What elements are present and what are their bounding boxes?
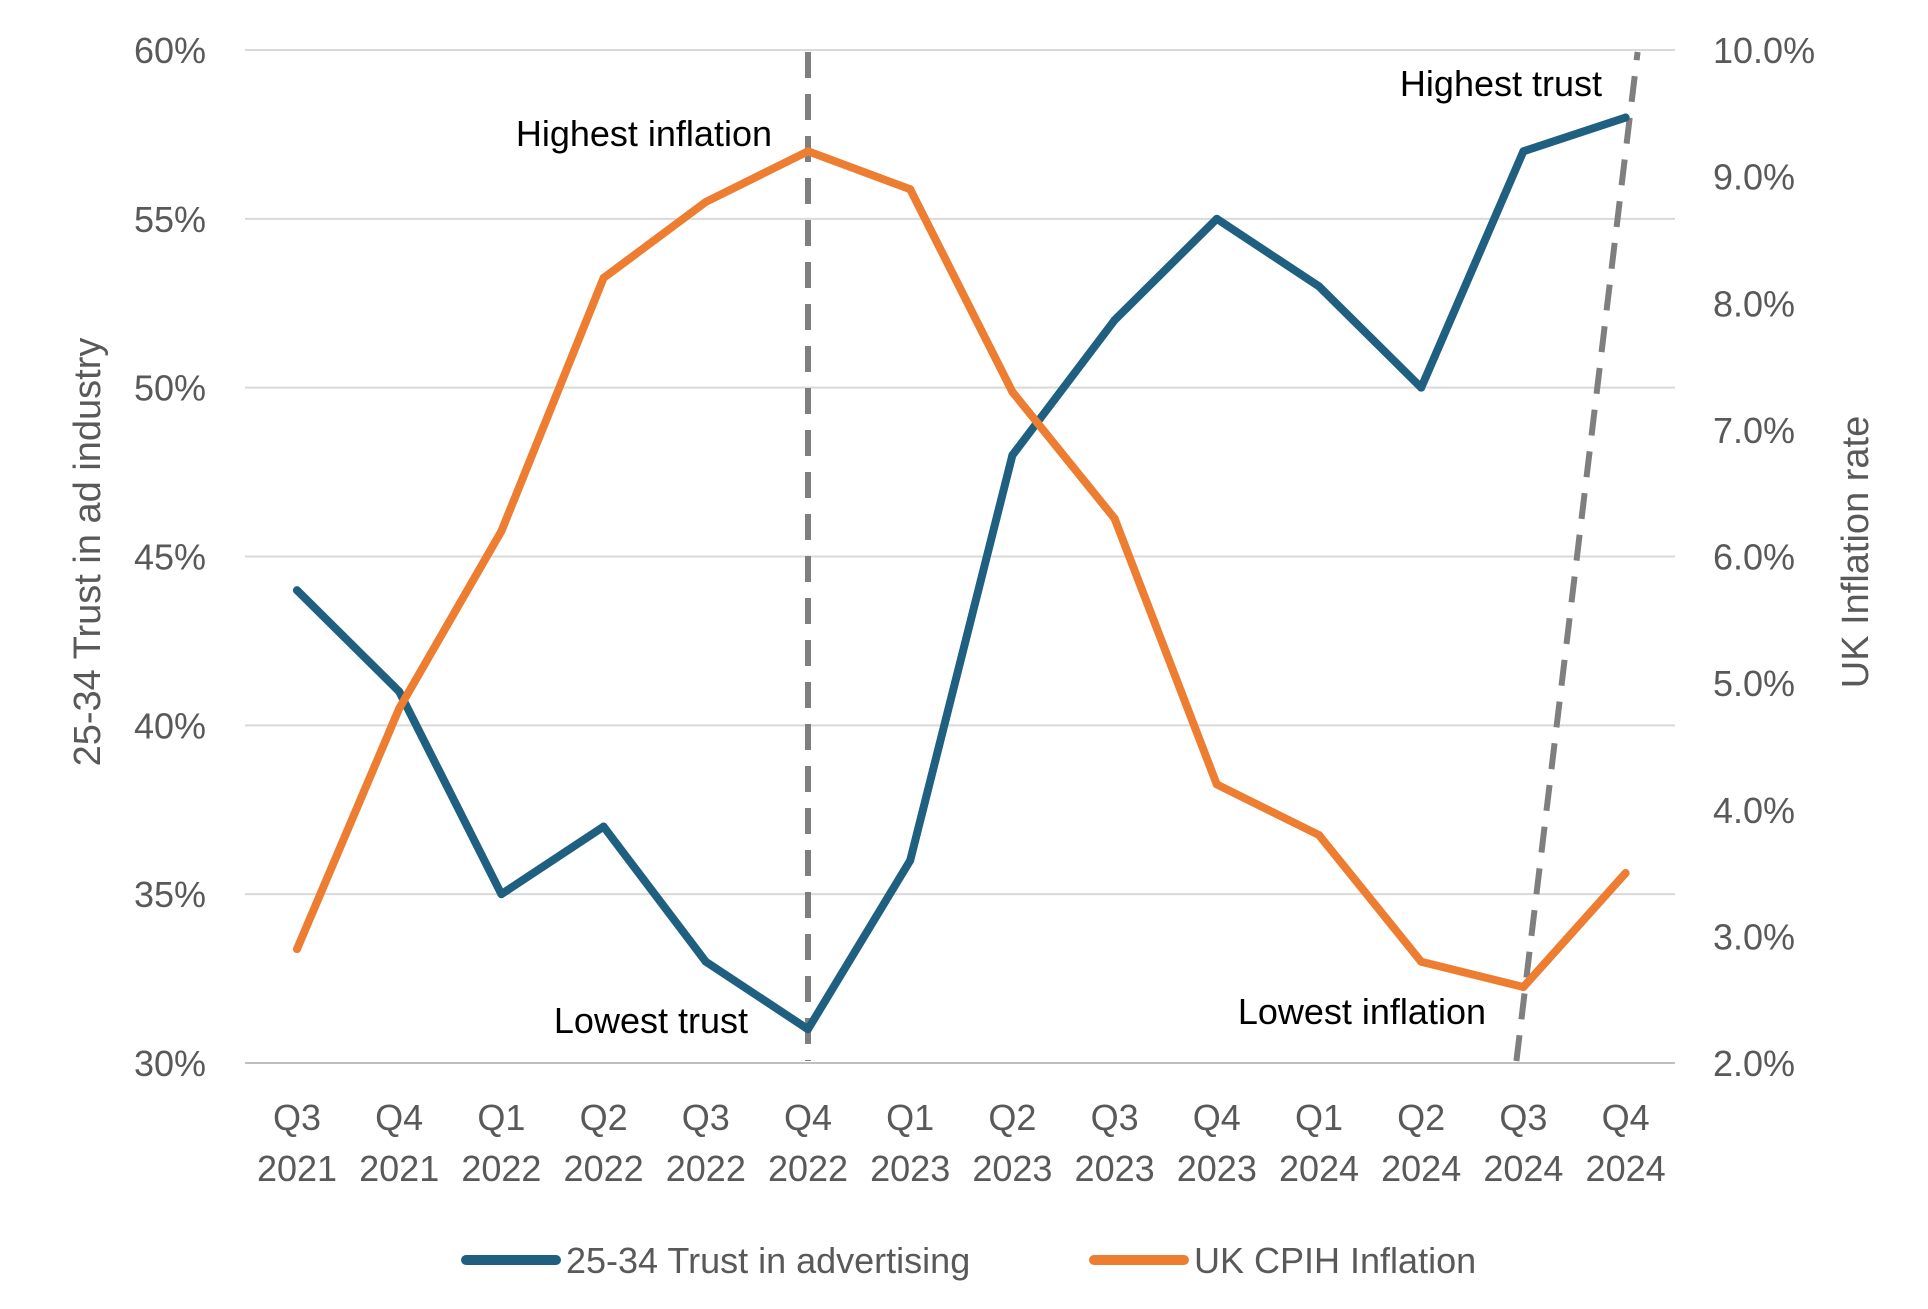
- left-axis-ticks: 30% 35% 40% 45% 50% 55% 60%: [134, 30, 206, 1084]
- right-tick-label: 7.0%: [1713, 410, 1795, 451]
- x-tick-label: Q3 2021: [257, 1097, 337, 1189]
- x-tick-label: Q2 2022: [564, 1097, 644, 1189]
- legend-item-trust: 25-34 Trust in advertising: [461, 1240, 970, 1281]
- x-tick-label: Q3 2023: [1075, 1097, 1155, 1189]
- x-tick-label: Q4 2024: [1586, 1097, 1666, 1189]
- left-tick-label: 50%: [134, 368, 206, 409]
- right-tick-label: 10.0%: [1713, 30, 1815, 71]
- data-point-inflation: [804, 147, 812, 156]
- x-tick-label: Q4 2022: [768, 1097, 848, 1189]
- data-point-inflation: [906, 185, 915, 194]
- left-tick-label: 45%: [134, 537, 206, 578]
- left-tick-label: 60%: [134, 30, 206, 71]
- right-tick-label: 2.0%: [1713, 1043, 1795, 1084]
- data-point-trust: [701, 957, 710, 966]
- data-point-trust: [1519, 147, 1528, 156]
- right-tick-label: 5.0%: [1713, 663, 1795, 704]
- data-point-inflation: [1417, 957, 1426, 966]
- data-point-trust: [1008, 451, 1017, 460]
- data-point-inflation: [1519, 983, 1528, 992]
- right-tick-label: 9.0%: [1713, 157, 1795, 198]
- gridlines: [245, 49, 1675, 1064]
- right-tick-label: 3.0%: [1713, 916, 1795, 957]
- left-axis-title: 25-34 Trust in ad industry: [67, 338, 109, 767]
- x-tick-label: Q3 2022: [666, 1097, 746, 1189]
- right-tick-label: 6.0%: [1713, 537, 1795, 578]
- data-point-inflation: [497, 527, 506, 536]
- data-point-inflation: [293, 945, 301, 954]
- data-point-inflation: [1212, 780, 1221, 789]
- data-point-trust: [1417, 383, 1426, 392]
- x-tick-label: Q2 2024: [1381, 1097, 1461, 1189]
- data-point-trust: [1621, 113, 1630, 122]
- x-tick-label: Q4 2021: [359, 1097, 439, 1189]
- x-tick-label: Q4 2023: [1177, 1097, 1257, 1189]
- series-lines: [293, 113, 1630, 1034]
- data-point-trust: [1315, 282, 1323, 291]
- data-point-inflation: [599, 273, 608, 282]
- data-point-inflation: [1008, 387, 1017, 396]
- legend-label-inflation: UK CPIH Inflation: [1194, 1240, 1476, 1281]
- annotation-lowest-inflation: Lowest inflation: [1238, 991, 1486, 1032]
- legend-item-inflation: UK CPIH Inflation: [1089, 1240, 1476, 1281]
- annotation-highest-inflation: Highest inflation: [516, 113, 772, 154]
- data-point-trust: [804, 1025, 812, 1034]
- reference-line-2: [1513, 51, 1641, 1062]
- data-point-trust: [293, 586, 301, 595]
- annotation-highest-trust: Highest trust: [1400, 63, 1602, 104]
- x-tick-label: Q1 2024: [1279, 1097, 1359, 1189]
- x-axis-ticks: Q3 2021 Q4 2021 Q1 2022 Q2 2022 Q3 2022 Q4 2022 Q1 20…: [257, 1097, 1666, 1189]
- legend: 25-34 Trust in advertising UK CPIH Infla…: [461, 1240, 1476, 1281]
- data-point-trust: [1110, 316, 1119, 325]
- data-point-trust: [395, 687, 404, 696]
- x-tick-label: Q2 2023: [972, 1097, 1052, 1189]
- right-axis-title: UK Inflation rate: [1835, 416, 1877, 688]
- data-point-inflation: [1315, 831, 1323, 840]
- right-tick-label: 8.0%: [1713, 283, 1795, 324]
- data-point-trust: [1212, 214, 1221, 223]
- annotations: Highest inflation Lowest trust Highest t…: [516, 63, 1602, 1041]
- x-tick-label: Q1 2022: [461, 1097, 541, 1189]
- right-tick-label: 4.0%: [1713, 790, 1795, 831]
- series-line-trust: [293, 113, 1630, 1034]
- data-point-trust: [906, 856, 915, 865]
- series-line-inflation: [293, 147, 1630, 992]
- data-point-trust: [599, 822, 608, 831]
- left-tick-label: 30%: [134, 1043, 206, 1084]
- data-point-inflation: [1621, 869, 1630, 878]
- x-tick-label: Q1 2023: [870, 1097, 950, 1189]
- data-point-inflation: [701, 197, 710, 206]
- data-point-inflation: [395, 704, 404, 713]
- left-tick-label: 35%: [134, 874, 206, 915]
- annotation-lowest-trust: Lowest trust: [554, 1000, 748, 1041]
- left-tick-label: 55%: [134, 199, 206, 240]
- left-tick-label: 40%: [134, 705, 206, 746]
- data-point-inflation: [1110, 514, 1119, 523]
- legend-label-trust: 25-34 Trust in advertising: [566, 1240, 970, 1281]
- x-tick-label: Q3 2024: [1483, 1097, 1563, 1189]
- data-point-trust: [497, 890, 506, 899]
- right-axis-ticks: 2.0% 3.0% 4.0% 5.0% 6.0% 7.0% 8.0% 9.0% 10.0%: [1713, 30, 1815, 1084]
- reference-lines: [805, 51, 1641, 1062]
